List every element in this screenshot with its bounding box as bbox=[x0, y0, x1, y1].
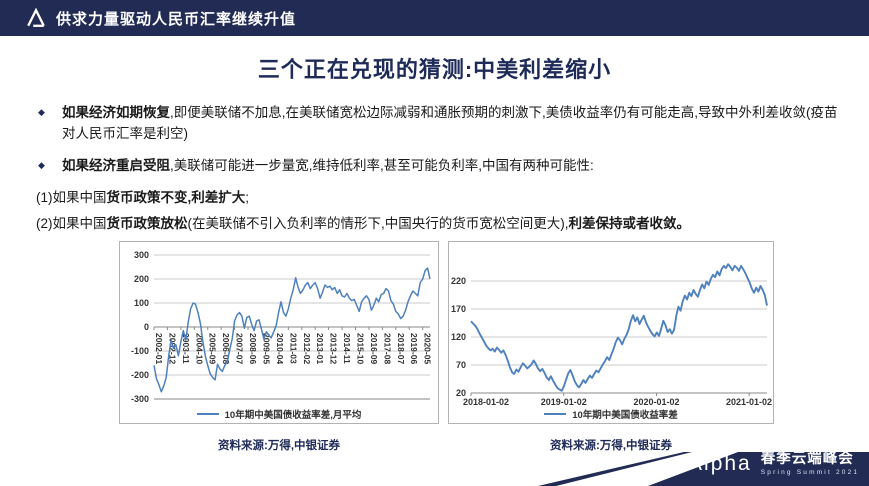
svg-text:2015-10: 2015-10 bbox=[356, 333, 366, 364]
svg-text:100: 100 bbox=[134, 298, 149, 308]
svg-text:2007-07: 2007-07 bbox=[235, 333, 245, 364]
svg-text:2010-04: 2010-04 bbox=[275, 333, 285, 364]
svg-text:2019-06: 2019-06 bbox=[409, 333, 419, 364]
legend-label: 10年期中美国债收益率差,月平均 bbox=[224, 410, 362, 421]
svg-text:2021-01-02: 2021-01-02 bbox=[726, 397, 772, 405]
alpha-logo: Λlpha bbox=[688, 452, 752, 475]
event-name: 春季云端峰会 bbox=[760, 451, 854, 467]
svg-text:2004-10: 2004-10 bbox=[194, 333, 204, 364]
bullet-text: 如果经济重启受阻,美联储可能进一步量宽,维持低利率,甚至可能负利率,中国有两种可… bbox=[62, 158, 594, 173]
page-title: 三个正在兑现的猜测:中美利差缩小 bbox=[257, 57, 612, 82]
svg-text:2011-03: 2011-03 bbox=[288, 333, 298, 364]
svg-text:2020-05: 2020-05 bbox=[423, 333, 433, 364]
footer-brand: Λlpha 春季云端峰会 Spring Summit 2021 bbox=[688, 449, 859, 479]
svg-text:2014-11: 2014-11 bbox=[342, 333, 352, 364]
chart-left-source: 资料来源:万得,中银证券 bbox=[217, 440, 341, 452]
chart-left-column: 300 200 100 0 -100 -200 -300 2002-01 2002-12 2003… bbox=[119, 241, 439, 453]
svg-text:300: 300 bbox=[134, 250, 149, 260]
svg-text:2006-08: 2006-08 bbox=[221, 333, 231, 364]
svg-text:2005-09: 2005-09 bbox=[208, 333, 218, 364]
svg-text:-100: -100 bbox=[131, 346, 149, 356]
svg-text:20: 20 bbox=[456, 388, 466, 398]
diamond-bullet-icon: ◆ bbox=[38, 107, 45, 117]
svg-text:2018-01-02: 2018-01-02 bbox=[463, 397, 509, 405]
svg-text:2013-12: 2013-12 bbox=[329, 333, 339, 364]
svg-text:2018-07: 2018-07 bbox=[396, 333, 406, 364]
legend-line-swatch bbox=[196, 413, 219, 415]
event-subtitle: Spring Summit 2021 bbox=[760, 469, 860, 476]
svg-text:0: 0 bbox=[144, 322, 149, 332]
chart-left-legend: 10年期中美国债收益率差,月平均 bbox=[120, 405, 438, 423]
line-chart-left: 300 200 100 0 -100 -200 -300 2002-01 2002-12 2003… bbox=[119, 241, 439, 424]
header-title: 供求力量驱动人民币汇率继续升值 bbox=[56, 10, 297, 28]
charts-row: 300 200 100 0 -100 -200 -300 2002-01 2002-12 2003… bbox=[0, 241, 869, 453]
chart-right-legend: 10年期中美国债收益率差 bbox=[449, 405, 773, 423]
svg-text:70: 70 bbox=[456, 360, 466, 370]
bullet-item: ◆ 如果经济如期恢复,即便美联储不加息,在美联储宽松边际减弱和通胀预期的刺激下,… bbox=[36, 102, 845, 144]
svg-text:2019-01-02: 2019-01-02 bbox=[541, 397, 587, 405]
line-chart-left-plot: 300 200 100 0 -100 -200 -300 2002-01 2002-12 2003… bbox=[131, 250, 433, 404]
svg-text:2002-12: 2002-12 bbox=[167, 333, 177, 364]
bullet-text: 如果经济如期恢复,即便美联储不加息,在美联储宽松边际减弱和通胀预期的刺激下,美债… bbox=[62, 105, 838, 141]
svg-text:2013-01: 2013-01 bbox=[315, 333, 325, 364]
legend-line-swatch bbox=[544, 413, 567, 415]
svg-text:120: 120 bbox=[451, 332, 466, 342]
svg-text:2009-05: 2009-05 bbox=[261, 333, 271, 364]
svg-text:2016-09: 2016-09 bbox=[369, 333, 379, 364]
svg-text:2020-01-02: 2020-01-02 bbox=[633, 397, 679, 405]
ribbon-sliver-shape bbox=[538, 452, 692, 486]
chart-right-column: 220 170 120 70 20 2018-01-02 2019-01-02 2020-01… bbox=[448, 241, 774, 453]
svg-text:220: 220 bbox=[451, 276, 466, 286]
svg-text:170: 170 bbox=[451, 304, 466, 314]
alpha-triangle-icon bbox=[27, 8, 45, 27]
svg-text:2017-08: 2017-08 bbox=[382, 333, 392, 364]
legend-label: 10年期中美国债收益率差 bbox=[572, 410, 678, 421]
svg-text:2008-06: 2008-06 bbox=[248, 333, 258, 364]
svg-text:2012-02: 2012-02 bbox=[302, 333, 312, 364]
bullet-item: ◆ 如果经济重启受阻,美联储可能进一步量宽,维持低利率,甚至可能负利率,中国有两… bbox=[36, 155, 845, 176]
svg-text:-300: -300 bbox=[131, 394, 149, 404]
body-content: ◆ 如果经济如期恢复,即便美联储不加息,在美联储宽松边际减弱和通胀预期的刺激下,… bbox=[0, 102, 869, 234]
svg-text:-200: -200 bbox=[131, 370, 149, 380]
svg-text:2002-01: 2002-01 bbox=[154, 333, 164, 364]
line-chart-right: 220 170 120 70 20 2018-01-02 2019-01-02 2020-01… bbox=[448, 241, 774, 424]
svg-text:200: 200 bbox=[134, 274, 149, 284]
header-bar: 供求力量驱动人民币汇率继续升值 bbox=[0, 0, 869, 36]
svg-text:2003-11: 2003-11 bbox=[181, 333, 191, 364]
numbered-item-2: (2)如果中国货币政策放松(在美联储不引入负利率的情形下,中国央行的货币宽松空间… bbox=[36, 216, 690, 231]
numbered-item-1: (1)如果中国货币政策不变,利差扩大; bbox=[36, 190, 250, 205]
diamond-bullet-icon: ◆ bbox=[38, 160, 45, 170]
chart-right-source: 资料来源:万得,中银证券 bbox=[549, 440, 673, 452]
